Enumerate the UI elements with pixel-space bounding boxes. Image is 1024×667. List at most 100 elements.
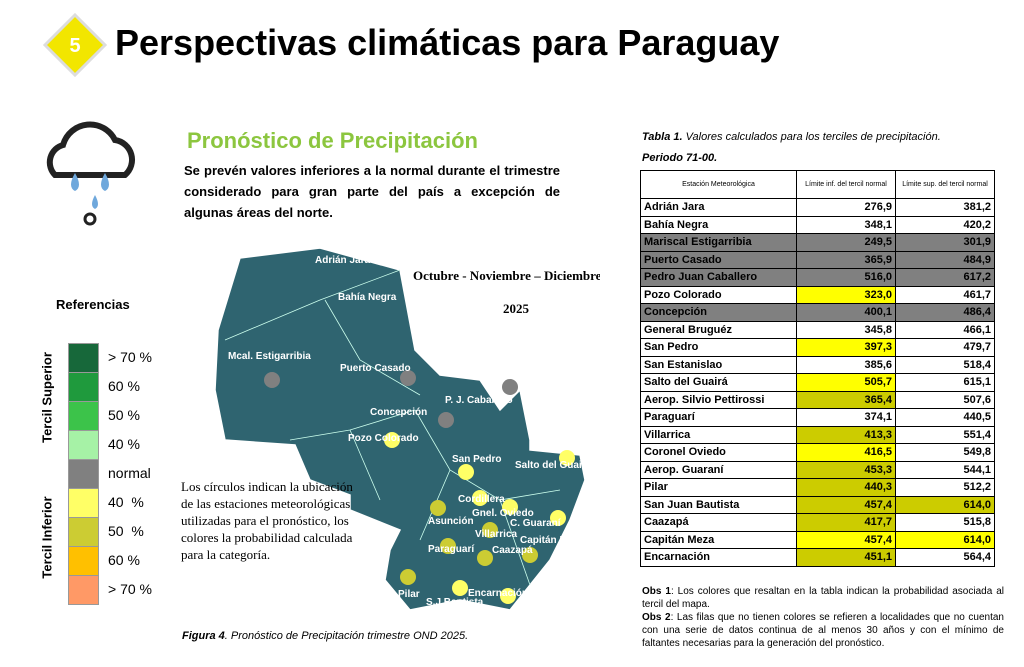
- table-row: Caazapá 417,7 515,8: [640, 513, 995, 532]
- figure-text: . Pronóstico de Precipitación trimestre …: [224, 630, 469, 642]
- table-cell: 323,0: [796, 285, 896, 304]
- table-header: Estación Meteorológica Límite inf. del te…: [640, 170, 995, 199]
- table-cell: 457,4: [796, 530, 896, 549]
- map-period: Octubre - Noviembre – Diciembre: [413, 268, 600, 283]
- legend-label: 40 %: [108, 494, 144, 510]
- table-cell: Adrián Jara: [640, 198, 797, 217]
- table-cell: General Bruguéz: [640, 320, 797, 339]
- table-cell: 374,1: [796, 408, 896, 427]
- legend-swatch: [68, 430, 99, 460]
- table-row: Paraguarí 374,1 440,5: [640, 408, 995, 427]
- column-header: Límite sup. del tercil normal: [895, 170, 995, 199]
- forecast-title: Pronóstico de Precipitación: [187, 128, 478, 153]
- legend-swatch: [68, 575, 99, 605]
- station-label: Pilar: [398, 589, 420, 600]
- table-cell: 451,1: [796, 548, 896, 567]
- table-cell: 507,6: [895, 390, 995, 409]
- table-cell: 615,1: [895, 373, 995, 392]
- note-text: : Las filas que no tienen colores se ref…: [642, 612, 1004, 649]
- station-label: Mcal. Estigarribia: [228, 351, 311, 362]
- map: Adrián Jara Bahía Negra Mcal. Estigarrib…: [214, 247, 600, 611]
- table-cell: Pozo Colorado: [640, 285, 797, 304]
- table-row: San Estanislao 385,6 518,4: [640, 355, 995, 374]
- table-cell: 417,7: [796, 513, 896, 532]
- station-label: Encarnación: [468, 588, 528, 599]
- table-caption-text: Valores calculados para los terciles de …: [682, 131, 941, 143]
- station-label: Asunción: [428, 516, 474, 527]
- table-cell: 385,6: [796, 355, 896, 374]
- table-label: Tabla 1.: [642, 131, 683, 143]
- table-cell: 564,4: [895, 548, 995, 567]
- table-cell: 551,4: [895, 425, 995, 444]
- table-row: Salto del Guairá 505,7 615,1: [640, 373, 995, 392]
- table-cell: 365,9: [796, 250, 896, 269]
- table-cell: 479,7: [895, 338, 995, 357]
- table-period: Periodo 71-00.: [642, 152, 718, 164]
- legend-label: 60 %: [108, 378, 140, 394]
- table-cell: Villarrica: [640, 425, 797, 444]
- table-cell: 617,2: [895, 268, 995, 287]
- table-cell: Salto del Guairá: [640, 373, 797, 392]
- table-cell: 512,2: [895, 478, 995, 497]
- legend-label: 50 %: [108, 523, 144, 539]
- data-table: Estación Meteorológica Límite inf. del te…: [640, 170, 995, 567]
- table-row: Concepción 400,1 486,4: [640, 303, 995, 322]
- table-cell: 549,8: [895, 443, 995, 462]
- table-cell: 381,2: [895, 198, 995, 217]
- notes: Obs 1: Los colores que resaltan en la ta…: [642, 585, 1004, 650]
- note-text: : Los colores que resaltan en la tabla i…: [642, 586, 1004, 610]
- table-row: Pedro Juan Caballero 516,0 617,2: [640, 268, 995, 287]
- table-cell: Coronel Oviedo: [640, 443, 797, 462]
- badge-number: 5: [69, 35, 80, 57]
- note-label: Obs 1: [642, 586, 671, 597]
- table-row: San Pedro 397,3 479,7: [640, 338, 995, 357]
- column-header: Límite inf. del tercil normal: [796, 170, 896, 199]
- table-cell: 348,1: [796, 215, 896, 234]
- table-row: Aerop. Guaraní 453,3 544,1: [640, 460, 995, 479]
- table-row: Pozo Colorado 323,0 461,7: [640, 285, 995, 304]
- station-dots: [264, 370, 575, 604]
- station-label: San Pedro: [452, 454, 501, 465]
- table-cell: 484,9: [895, 250, 995, 269]
- table-row: Encarnación 451,1 564,4: [640, 548, 995, 567]
- table-caption: Tabla 1. Valores calculados para los ter…: [642, 127, 941, 169]
- table-cell: 413,3: [796, 425, 896, 444]
- column-header: Estación Meteorológica: [640, 170, 797, 199]
- legend-swatch: [68, 459, 99, 489]
- figure-caption: Figura 4. Pronóstico de Precipitación tr…: [182, 630, 468, 642]
- station-label: Bahía Negra: [338, 292, 397, 303]
- table-cell: Concepción: [640, 303, 797, 322]
- table-cell: Mariscal Estigarribia: [640, 233, 797, 252]
- station-label: Puerto Casado: [340, 363, 411, 374]
- legend-label: 40 %: [108, 436, 140, 452]
- table-cell: 440,3: [796, 478, 896, 497]
- table-cell: 505,7: [796, 373, 896, 392]
- legend-label: normal: [108, 465, 151, 481]
- table-cell: 400,1: [796, 303, 896, 322]
- map-note: Los círculos indican la ubicación de las…: [181, 479, 353, 562]
- table-row: Villarrica 413,3 551,4: [640, 425, 995, 444]
- legend-label: 60 %: [108, 552, 140, 568]
- legend-swatch: [68, 517, 99, 547]
- table-cell: 461,7: [895, 285, 995, 304]
- legend-lower: Tercil Inferior: [39, 496, 55, 579]
- station-label: P. J. Caballero: [445, 395, 513, 406]
- table-cell: Paraguarí: [640, 408, 797, 427]
- table-cell: 614,0: [895, 530, 995, 549]
- badge: 5: [42, 12, 108, 78]
- table-cell: 486,4: [895, 303, 995, 322]
- legend-swatch: [68, 372, 99, 402]
- legend-label: > 70 %: [108, 349, 152, 365]
- table-cell: Aerop. Silvio Pettirossi: [640, 390, 797, 409]
- table-cell: 518,4: [895, 355, 995, 374]
- station-label: Adrián Jara: [315, 255, 370, 266]
- table-cell: San Pedro: [640, 338, 797, 357]
- table-cell: 420,2: [895, 215, 995, 234]
- table-cell: Pilar: [640, 478, 797, 497]
- table-cell: 397,3: [796, 338, 896, 357]
- station-label: Salto del Guairá: [515, 460, 592, 471]
- rain-icon: [46, 121, 136, 226]
- table-cell: Capitán Meza: [640, 530, 797, 549]
- table-cell: Puerto Casado: [640, 250, 797, 269]
